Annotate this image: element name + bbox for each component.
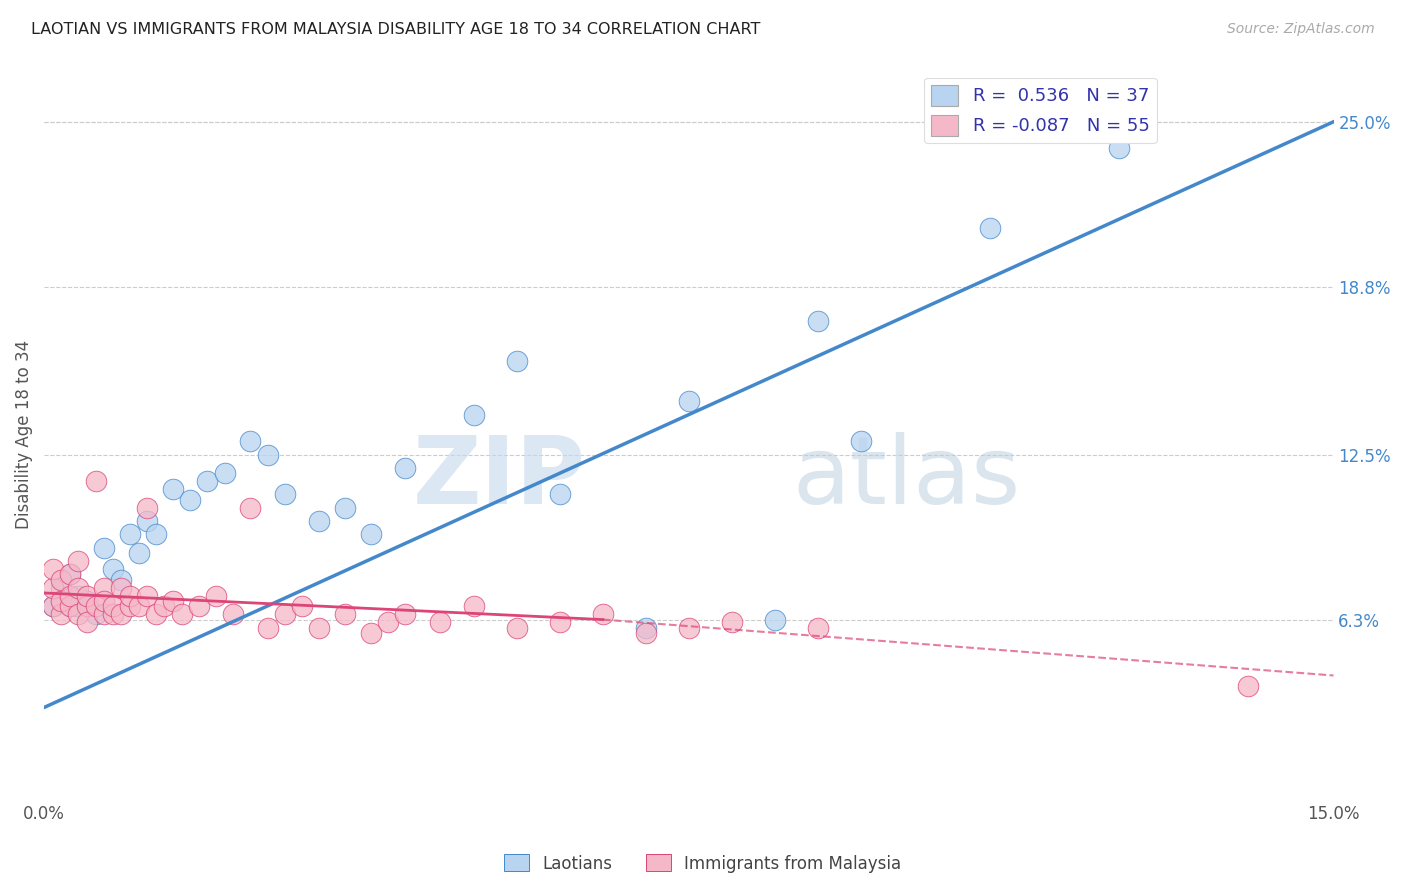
Point <box>308 621 330 635</box>
Point <box>67 554 90 568</box>
Point <box>506 354 529 368</box>
Point <box>308 514 330 528</box>
Point <box>120 527 142 541</box>
Point <box>634 621 657 635</box>
Point <box>256 621 278 635</box>
Point <box>720 615 742 630</box>
Point <box>291 599 314 614</box>
Point <box>59 567 82 582</box>
Y-axis label: Disability Age 18 to 34: Disability Age 18 to 34 <box>15 340 32 529</box>
Point <box>214 466 236 480</box>
Point <box>197 474 219 488</box>
Point <box>849 434 872 449</box>
Point <box>634 626 657 640</box>
Point <box>592 607 614 622</box>
Point <box>678 394 700 409</box>
Point <box>463 599 485 614</box>
Point <box>93 581 115 595</box>
Point <box>360 626 382 640</box>
Point <box>360 527 382 541</box>
Point <box>41 599 63 614</box>
Point <box>136 589 159 603</box>
Point <box>93 594 115 608</box>
Point <box>548 487 571 501</box>
Point <box>76 589 98 603</box>
Point <box>394 607 416 622</box>
Point <box>187 599 209 614</box>
Point <box>59 589 82 603</box>
Point <box>76 599 98 614</box>
Point <box>979 221 1001 235</box>
Text: ZIP: ZIP <box>413 433 586 524</box>
Point <box>136 514 159 528</box>
Point <box>506 621 529 635</box>
Point <box>179 492 201 507</box>
Point <box>274 487 297 501</box>
Point <box>1236 679 1258 693</box>
Point <box>51 594 73 608</box>
Point <box>170 607 193 622</box>
Point <box>101 607 124 622</box>
Point <box>59 599 82 614</box>
Point <box>463 408 485 422</box>
Point <box>239 434 262 449</box>
Point <box>678 621 700 635</box>
Point <box>394 460 416 475</box>
Point <box>205 589 228 603</box>
Point <box>429 615 451 630</box>
Point <box>84 599 107 614</box>
Point <box>84 474 107 488</box>
Point <box>41 581 63 595</box>
Point <box>333 607 356 622</box>
Point <box>41 599 63 614</box>
Point <box>256 448 278 462</box>
Legend: R =  0.536   N = 37, R = -0.087   N = 55: R = 0.536 N = 37, R = -0.087 N = 55 <box>924 78 1157 143</box>
Point <box>67 589 90 603</box>
Point <box>59 599 82 614</box>
Point <box>59 567 82 582</box>
Point <box>67 607 90 622</box>
Point <box>128 599 150 614</box>
Point <box>120 599 142 614</box>
Point <box>377 615 399 630</box>
Point <box>67 581 90 595</box>
Point <box>128 546 150 560</box>
Point <box>120 589 142 603</box>
Point <box>51 594 73 608</box>
Point <box>51 581 73 595</box>
Point <box>274 607 297 622</box>
Point <box>76 615 98 630</box>
Text: atlas: atlas <box>792 433 1021 524</box>
Point <box>93 607 115 622</box>
Text: Source: ZipAtlas.com: Source: ZipAtlas.com <box>1227 22 1375 37</box>
Point <box>162 594 184 608</box>
Point <box>548 615 571 630</box>
Point <box>110 573 132 587</box>
Point <box>222 607 245 622</box>
Point <box>145 527 167 541</box>
Legend: Laotians, Immigrants from Malaysia: Laotians, Immigrants from Malaysia <box>498 847 908 880</box>
Point <box>93 541 115 555</box>
Point <box>110 607 132 622</box>
Point <box>333 500 356 515</box>
Point <box>76 594 98 608</box>
Point <box>101 562 124 576</box>
Point <box>51 573 73 587</box>
Point <box>101 599 124 614</box>
Point <box>807 314 830 328</box>
Point <box>1108 141 1130 155</box>
Point <box>110 581 132 595</box>
Point <box>153 599 176 614</box>
Point <box>51 607 73 622</box>
Point <box>84 607 107 622</box>
Point <box>807 621 830 635</box>
Point <box>145 607 167 622</box>
Point <box>67 599 90 614</box>
Point <box>41 562 63 576</box>
Point <box>162 482 184 496</box>
Point <box>763 613 786 627</box>
Text: LAOTIAN VS IMMIGRANTS FROM MALAYSIA DISABILITY AGE 18 TO 34 CORRELATION CHART: LAOTIAN VS IMMIGRANTS FROM MALAYSIA DISA… <box>31 22 761 37</box>
Point <box>239 500 262 515</box>
Point <box>136 500 159 515</box>
